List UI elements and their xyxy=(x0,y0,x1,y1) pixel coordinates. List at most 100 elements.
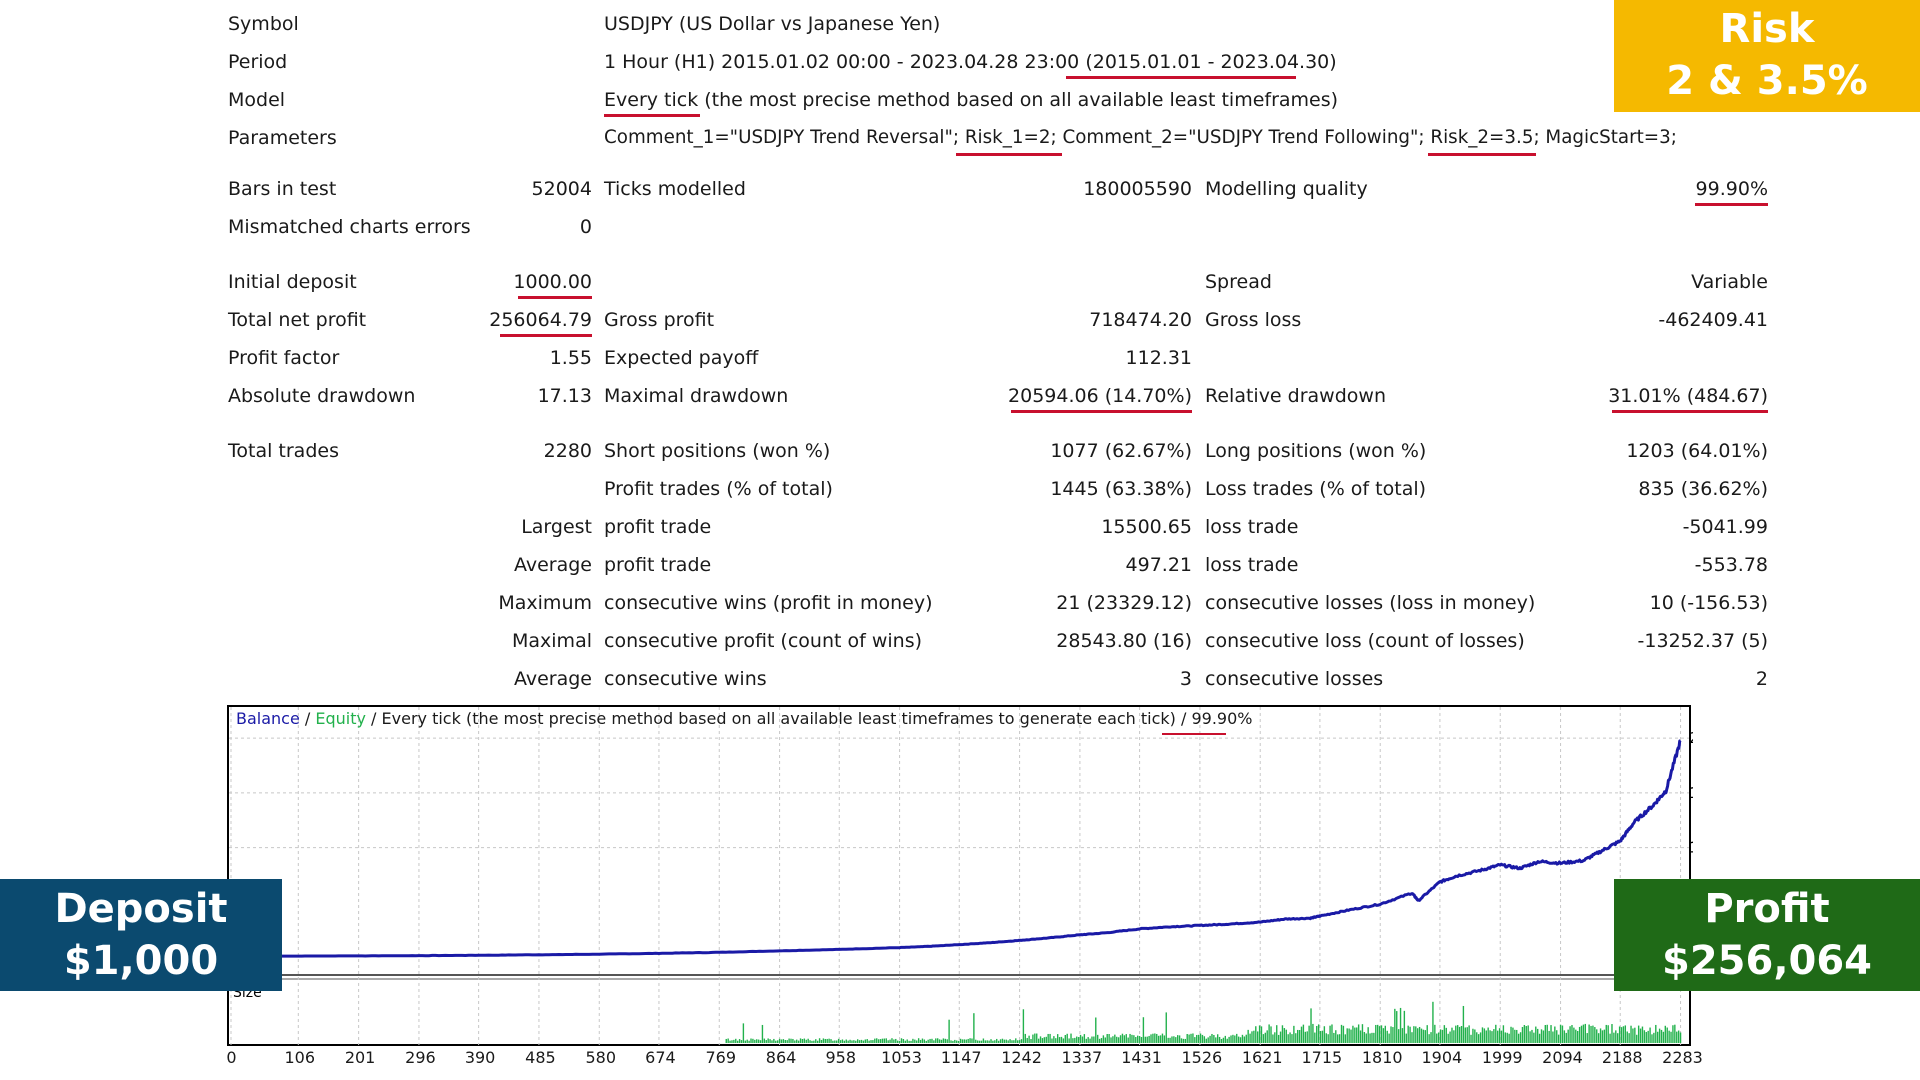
relative-drawdown-value: 31.01% (484.67) xyxy=(1608,385,1768,407)
mismatched-value: 0 xyxy=(579,216,592,238)
profit-title: Profit xyxy=(1704,886,1830,932)
x-tick-label: 390 xyxy=(464,1048,496,1067)
profit-trades-value: 1445 (63.38%) xyxy=(1050,478,1192,500)
initial-deposit-value: 1000.00 xyxy=(513,271,592,293)
average-loss-label: loss trade xyxy=(1205,554,1299,576)
profit-badge: Profit $256,064 xyxy=(1614,879,1920,991)
x-tick-label: 2283 xyxy=(1662,1048,1703,1067)
underline-risk-2 xyxy=(1428,153,1536,156)
largest-label: Largest xyxy=(521,516,592,538)
total-net-profit-label: Total net profit xyxy=(228,309,367,331)
spread-label: Spread xyxy=(1205,271,1272,293)
caption-quality: 99.90% xyxy=(1191,709,1253,728)
maximal-cons-profit-label: consecutive profit (count of wins) xyxy=(604,630,923,652)
total-trades-value: 2280 xyxy=(543,440,592,462)
x-tick-label: 1526 xyxy=(1181,1048,1223,1067)
absolute-drawdown-label: Absolute drawdown xyxy=(228,385,416,407)
underline-relative-drawdown xyxy=(1612,410,1768,413)
max-cons-losses-value: 10 (-156.53) xyxy=(1649,592,1768,614)
maximum-label: Maximum xyxy=(498,592,592,614)
long-positions-label: Long positions (won %) xyxy=(1205,440,1427,462)
risk-title: Risk xyxy=(1719,6,1815,52)
relative-drawdown-label: Relative drawdown xyxy=(1205,385,1386,407)
deposit-value: $1,000 xyxy=(63,938,219,984)
model-value: Every tick (the most precise method base… xyxy=(604,89,1339,111)
balance-chart: 256609192457128305Size xyxy=(227,705,1693,1046)
x-tick-label: 1715 xyxy=(1301,1048,1343,1067)
avg-cons-losses-value: 2 xyxy=(1755,668,1768,690)
balance-line xyxy=(231,739,1682,958)
x-tick-label: 864 xyxy=(765,1048,797,1067)
largest-loss-label: loss trade xyxy=(1205,516,1299,538)
x-tick-label: 2094 xyxy=(1542,1048,1583,1067)
maximal-label: Maximal xyxy=(512,630,592,652)
period-label: Period xyxy=(228,51,288,73)
underline-modelling-quality xyxy=(1695,203,1768,206)
initial-deposit-label: Initial deposit xyxy=(228,271,357,293)
gross-loss-value: -462409.41 xyxy=(1658,309,1768,331)
maximal-cons-loss-value: -13252.37 (5) xyxy=(1637,630,1768,652)
symbol-label: Symbol xyxy=(228,13,299,35)
profit-value: $256,064 xyxy=(1661,938,1873,984)
average2-label: Average xyxy=(513,668,592,690)
profit-factor-label: Profit factor xyxy=(228,347,340,369)
deposit-title: Deposit xyxy=(54,886,228,932)
underline-maximal-drawdown xyxy=(1011,410,1192,413)
max-cons-wins-label: consecutive wins (profit in money) xyxy=(604,592,933,614)
absolute-drawdown-value: 17.13 xyxy=(537,385,592,407)
maximal-drawdown-value: 20594.06 (14.70%) xyxy=(1008,385,1192,407)
short-positions-label: Short positions (won %) xyxy=(604,440,831,462)
caption-equity: Equity xyxy=(315,709,366,728)
model-every-tick: Every tick xyxy=(604,89,699,111)
underline-total-net-profit xyxy=(500,334,592,337)
maximal-cons-loss-label: consecutive loss (count of losses) xyxy=(1205,630,1525,652)
x-tick-label: 958 xyxy=(825,1048,856,1067)
x-tick-label: 0 xyxy=(226,1048,237,1067)
largest-loss-value: -5041.99 xyxy=(1682,516,1768,538)
avg-cons-wins-label: consecutive wins xyxy=(604,668,767,690)
y-tick-label: 128305 xyxy=(1689,839,1693,857)
deposit-badge: Deposit $1,000 xyxy=(0,879,282,991)
average-label: Average xyxy=(513,554,592,576)
chart-caption: Balance / Equity / Every tick (the most … xyxy=(236,709,1253,728)
underline-initial-deposit xyxy=(518,296,592,299)
expected-payoff-label: Expected payoff xyxy=(604,347,759,369)
largest-profit-value: 15500.65 xyxy=(1101,516,1192,538)
short-positions-value: 1077 (62.67%) xyxy=(1050,440,1192,462)
loss-trades-value: 835 (36.62%) xyxy=(1638,478,1768,500)
gross-loss-label: Gross loss xyxy=(1205,309,1302,331)
period-range: (2015.01.01 - 2023.04.30) xyxy=(1085,51,1337,73)
y-tick-label: 256609 xyxy=(1689,729,1693,747)
ticks-modelled-value: 180005590 xyxy=(1083,178,1192,200)
avg-cons-losses-label: consecutive losses xyxy=(1205,668,1384,690)
profit-trades-label: Profit trades (% of total) xyxy=(604,478,833,500)
risk-badge: Risk 2 & 3.5% xyxy=(1614,0,1920,112)
y-tick-label: 192457 xyxy=(1689,784,1693,802)
loss-trades-label: Loss trades (% of total) xyxy=(1205,478,1427,500)
spread-value: Variable xyxy=(1691,271,1768,293)
x-tick-label: 1621 xyxy=(1241,1048,1283,1067)
x-tick-label: 1904 xyxy=(1421,1048,1463,1067)
x-tick-label: 485 xyxy=(525,1048,556,1067)
average-profit-value: 497.21 xyxy=(1125,554,1192,576)
expected-payoff-value: 112.31 xyxy=(1125,347,1192,369)
x-tick-label: 1242 xyxy=(1001,1048,1042,1067)
mismatched-label: Mismatched charts errors xyxy=(228,216,471,238)
x-tick-label: 1999 xyxy=(1481,1048,1523,1067)
ticks-modelled-label: Ticks modelled xyxy=(604,178,746,200)
model-label: Model xyxy=(228,89,286,111)
largest-profit-label: profit trade xyxy=(604,516,712,538)
modelling-quality-value: 99.90% xyxy=(1695,178,1768,200)
profit-factor-value: 1.55 xyxy=(549,347,592,369)
max-cons-wins-value: 21 (23329.12) xyxy=(1056,592,1192,614)
x-tick-label: 106 xyxy=(284,1048,316,1067)
risk-value: 2 & 3.5% xyxy=(1666,58,1868,104)
x-tick-label: 769 xyxy=(705,1048,736,1067)
underline-caption-quality xyxy=(1162,733,1226,735)
avg-cons-wins-value: 3 xyxy=(1179,668,1192,690)
maximal-drawdown-label: Maximal drawdown xyxy=(604,385,789,407)
underline-every-tick xyxy=(604,114,700,117)
bars-in-test-label: Bars in test xyxy=(228,178,337,200)
total-trades-label: Total trades xyxy=(228,440,339,462)
x-tick-label: 674 xyxy=(645,1048,676,1067)
